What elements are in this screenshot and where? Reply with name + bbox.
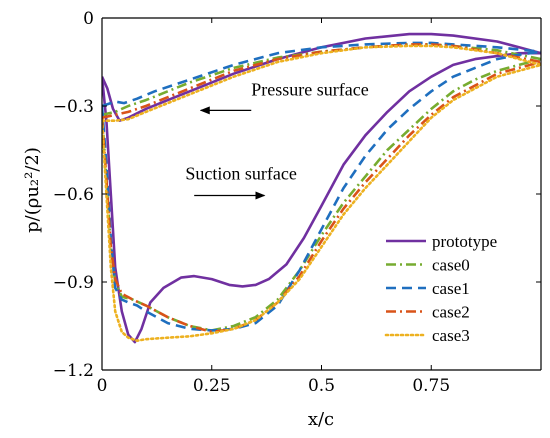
axes: 0 0.25 0.5 0.75 0 −0.3 −0.6 −0.9 −1.2: [53, 9, 542, 396]
legend-label-case0: case0: [432, 256, 470, 275]
series-case1-pressure-side: [102, 41, 541, 108]
legend-label-case1: case1: [432, 279, 470, 298]
series-prototype-suction-side: [102, 51, 541, 344]
series-case2-suction-side: [102, 60, 541, 334]
annotation-text: Suction surface: [185, 163, 296, 183]
series-case2-pressure-side: [102, 43, 541, 119]
y-axis-label: p/(ρu₂²/2): [22, 147, 43, 233]
y-tick-label: −1.2: [53, 361, 94, 381]
y-tick-label: −0.3: [53, 97, 94, 117]
legend-label-prototype: prototype: [432, 232, 497, 251]
series-case3-pressure-side: [102, 44, 541, 122]
annotations: Pressure surface Suction surface: [185, 80, 369, 200]
series-case3-suction-side: [102, 63, 541, 343]
x-tick-label: 0.25: [193, 376, 231, 396]
x-tick-label: 0.5: [308, 376, 335, 396]
x-tick-label: 0.75: [412, 376, 450, 396]
y-tick-label: 0: [83, 9, 94, 29]
plot-area: [102, 32, 541, 344]
series-prototype-pressure-side: [102, 32, 541, 122]
legend: prototype case0 case1 case2 case3: [384, 232, 497, 345]
y-tick-label: −0.6: [53, 185, 94, 205]
x-axis-label: x/c: [308, 409, 334, 430]
legend-label-case3: case3: [432, 326, 470, 345]
annotation-text: Pressure surface: [251, 80, 368, 100]
y-tick-label: −0.9: [53, 273, 94, 293]
series-case1-suction-side: [102, 50, 541, 332]
legend-label-case2: case2: [432, 303, 470, 322]
series-case0-suction-side: [102, 57, 541, 332]
x-tick-label: 0: [97, 376, 108, 396]
